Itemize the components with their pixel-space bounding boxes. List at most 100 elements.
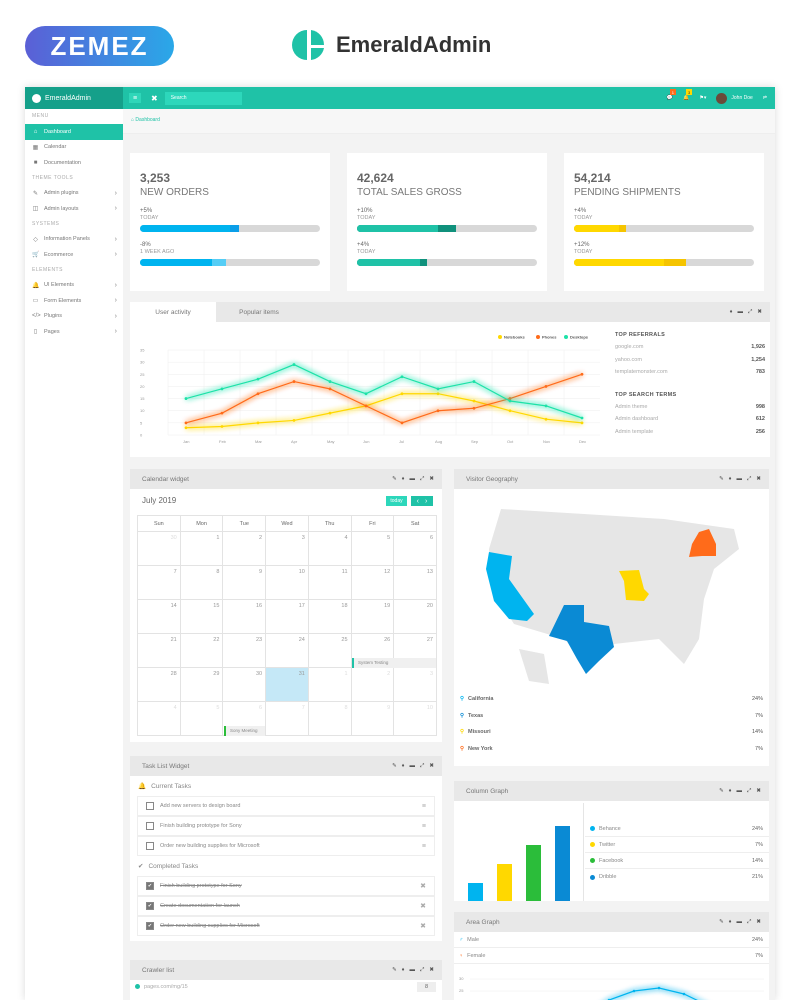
- svg-text:30: 30: [140, 360, 145, 365]
- minimize-icon[interactable]: ▬: [736, 918, 742, 925]
- minimize-icon[interactable]: ▬: [736, 787, 742, 794]
- sidebar-item-pages[interactable]: ▯ Pages ›: [33, 328, 117, 336]
- task-checkbox[interactable]: ✔: [146, 902, 154, 910]
- close-icon[interactable]: ✖: [429, 966, 434, 973]
- minimize-icon[interactable]: ▬: [409, 475, 415, 482]
- today-button[interactable]: today: [386, 496, 407, 506]
- color-icon[interactable]: ♦: [728, 918, 732, 925]
- expand-icon[interactable]: ⤢: [419, 762, 425, 769]
- legend-row-female[interactable]: ♀ Female 7%: [454, 948, 769, 964]
- task-list-widget: Task List Widget ✎ ♦ ▬ ⤢ ✖ 🔔 Current Tasks Ad…: [130, 756, 442, 941]
- calendar-event[interactable]: Sony Meeting: [224, 726, 265, 736]
- drag-handle-icon[interactable]: ≡: [421, 822, 426, 830]
- minimize-icon[interactable]: ▬: [737, 309, 743, 315]
- edit-icon[interactable]: ✎: [719, 475, 724, 482]
- remove-icon[interactable]: ✖: [420, 923, 426, 930]
- edit-icon[interactable]: ✎: [392, 762, 397, 769]
- drag-handle-icon[interactable]: ≡: [421, 842, 426, 850]
- calendar-event[interactable]: System Testing: [352, 658, 436, 668]
- legend-row-male[interactable]: ♂ Male 24%: [454, 932, 769, 948]
- area-chart: 30 25: [459, 976, 764, 1000]
- task-checkbox[interactable]: ✔: [146, 922, 154, 930]
- fullscreen-icon[interactable]: ✖: [151, 93, 158, 103]
- close-icon[interactable]: ✖: [429, 762, 434, 769]
- drag-handle-icon[interactable]: ≡: [421, 802, 426, 810]
- task-item: ✔ Create documentation for launch ✖: [137, 896, 435, 916]
- edit-icon[interactable]: ✎: [719, 918, 724, 925]
- task-checkbox[interactable]: ✔: [146, 882, 154, 890]
- settings-icon[interactable]: ⇌: [762, 95, 767, 101]
- california-region: [486, 552, 534, 621]
- legend-row[interactable]: Twitter 7%: [585, 837, 769, 853]
- referral-row[interactable]: google.com 1,926: [615, 344, 765, 350]
- menu-toggle-button[interactable]: ≡: [129, 93, 141, 103]
- sidebar-item-dashboard[interactable]: ⌂ Dashboard: [25, 124, 123, 140]
- edit-icon[interactable]: ✎: [392, 966, 397, 973]
- tab-popular-items[interactable]: Popular items: [239, 308, 279, 316]
- sidebar-item-ecommerce[interactable]: 🛒 Ecommerce ›: [32, 251, 117, 259]
- navbar-brand[interactable]: EmeraldAdmin: [25, 87, 123, 109]
- notifications-icon[interactable]: 🔔 3: [683, 89, 693, 101]
- sidebar-item-admin-plugins[interactable]: ✎ Admin plugins ›: [32, 189, 117, 197]
- geo-row-california[interactable]: ⚲ California 24%: [460, 696, 763, 703]
- task-checkbox[interactable]: [146, 822, 154, 830]
- referral-row[interactable]: templatemonster.com 783: [615, 369, 765, 375]
- sidebar-item-calendar[interactable]: ▦ Calendar: [32, 144, 67, 151]
- search-term-row[interactable]: Admin dashboard 612: [615, 416, 765, 422]
- geo-row-texas[interactable]: ⚲ Texas 7%: [460, 712, 763, 719]
- close-icon[interactable]: ✖: [756, 918, 761, 925]
- next-month-button[interactable]: ›: [425, 497, 428, 505]
- expand-icon[interactable]: ⤢: [746, 918, 752, 925]
- us-map[interactable]: [454, 489, 769, 689]
- task-checkbox[interactable]: [146, 802, 154, 810]
- close-icon[interactable]: ✖: [429, 475, 434, 482]
- search-term-row[interactable]: Admin template 256: [615, 428, 765, 435]
- expand-icon[interactable]: ⤢: [419, 966, 425, 973]
- sidebar-item-ui-elements[interactable]: 🔔 UI Elements ›: [32, 281, 117, 289]
- sidebar-item-information-panels[interactable]: ◇ Information Panels ›: [33, 235, 117, 243]
- stat-card-new-orders: 3,253 NEW ORDERS +5% TODAY -8% 1 WEEK AG…: [130, 153, 330, 291]
- color-icon[interactable]: ♦: [401, 966, 405, 973]
- expand-icon[interactable]: ⤢: [746, 787, 752, 794]
- close-icon[interactable]: ✖: [756, 787, 761, 794]
- messages-icon[interactable]: 💬 1: [666, 89, 676, 101]
- color-icon[interactable]: ♦: [401, 475, 405, 482]
- avatar: [716, 92, 728, 104]
- crawler-row[interactable]: pages.com/mg/15 8: [130, 980, 442, 993]
- color-icon[interactable]: ♦: [401, 762, 405, 769]
- user-menu[interactable]: John Doe: [716, 92, 753, 104]
- edit-icon[interactable]: ✎: [392, 475, 397, 482]
- minimize-icon[interactable]: ▬: [736, 475, 742, 482]
- close-icon[interactable]: ✖: [757, 309, 762, 315]
- minimize-icon[interactable]: ▬: [409, 966, 415, 973]
- breadcrumb-dashboard-link[interactable]: Dashboard: [135, 117, 160, 123]
- geo-row-missouri[interactable]: ⚲ Missouri 14%: [460, 729, 763, 736]
- geo-row-new-york[interactable]: ⚲ New York 7%: [460, 745, 763, 752]
- close-icon[interactable]: ✖: [756, 475, 761, 482]
- search-term-row[interactable]: Admin theme 998: [615, 403, 765, 410]
- remove-icon[interactable]: ✖: [420, 883, 426, 890]
- task-checkbox[interactable]: [146, 842, 154, 850]
- edit-icon[interactable]: ✎: [719, 787, 724, 794]
- sidebar-item-form-elements[interactable]: ▭ Form Elements ›: [32, 297, 117, 305]
- legend-row[interactable]: Behance 24%: [585, 821, 769, 837]
- legend-row[interactable]: Dribble 21%: [585, 869, 769, 885]
- flag-icon[interactable]: ⚑▾: [699, 95, 707, 101]
- referral-row[interactable]: yahoo.com 1,254: [615, 356, 765, 363]
- search-input[interactable]: Search: [164, 91, 242, 105]
- svg-text:Apr: Apr: [291, 439, 298, 444]
- color-icon[interactable]: ♦: [728, 475, 732, 482]
- color-icon[interactable]: ♦: [729, 309, 733, 315]
- tab-user-activity[interactable]: User activity: [130, 302, 216, 322]
- expand-icon[interactable]: ⤢: [747, 308, 753, 315]
- sidebar-item-admin-layouts[interactable]: ◫ Admin layouts ›: [32, 205, 117, 213]
- legend-row[interactable]: Facebook 14%: [585, 853, 769, 869]
- expand-icon[interactable]: ⤢: [746, 475, 752, 482]
- sidebar-item-documentation[interactable]: ■ Documentation: [33, 159, 81, 166]
- remove-icon[interactable]: ✖: [420, 903, 426, 910]
- sidebar-item-plugins[interactable]: </> Plugins ›: [32, 312, 117, 320]
- prev-month-button[interactable]: ‹: [416, 497, 419, 505]
- minimize-icon[interactable]: ▬: [409, 762, 415, 769]
- expand-icon[interactable]: ⤢: [419, 475, 425, 482]
- color-icon[interactable]: ♦: [728, 787, 732, 794]
